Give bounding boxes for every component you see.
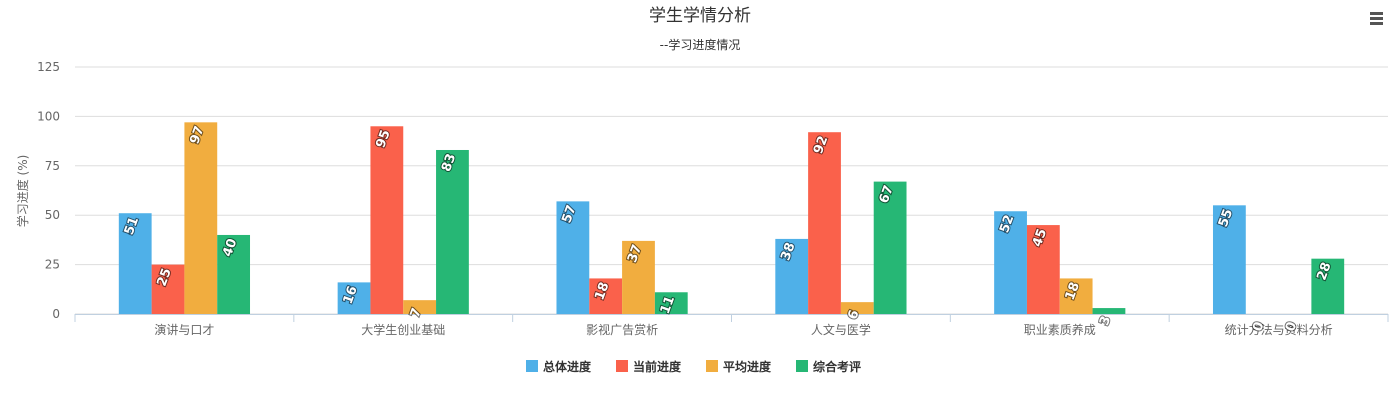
bar-series-group	[118, 122, 1345, 314]
legend-label: 总体进度	[543, 359, 592, 374]
y-tick-label: 0	[52, 307, 60, 321]
x-tick-label: 人文与医学	[811, 322, 871, 337]
data-label: 97	[187, 124, 207, 146]
data-label: 57	[559, 203, 579, 225]
data-label: 3	[1097, 314, 1114, 328]
data-label: 83	[439, 152, 459, 174]
bar[interactable]	[1092, 308, 1126, 314]
data-label: 40	[220, 237, 240, 259]
bar[interactable]	[118, 213, 152, 314]
x-tick-label: 大学生创业基础	[361, 322, 445, 337]
data-label: 16	[341, 284, 361, 306]
bar[interactable]	[370, 126, 404, 314]
bar[interactable]	[436, 149, 469, 314]
legend-item[interactable]: 平均进度	[706, 359, 772, 374]
legend-swatch	[706, 360, 718, 372]
data-label: 52	[997, 213, 1017, 235]
bar[interactable]	[184, 122, 218, 314]
x-tick-label: 职业素质养成	[1024, 322, 1096, 337]
legend-swatch	[796, 360, 808, 372]
x-tick-label: 影视广告赏析	[586, 322, 658, 337]
data-label: 51	[122, 215, 142, 237]
bar[interactable]	[403, 300, 437, 314]
bar[interactable]	[873, 181, 907, 314]
bar[interactable]	[556, 201, 590, 314]
legend-item[interactable]: 当前进度	[616, 359, 682, 374]
y-tick-label: 25	[45, 258, 60, 272]
data-label: 11	[658, 294, 678, 316]
data-label: 25	[155, 266, 175, 288]
data-label: 37	[625, 243, 645, 265]
bar[interactable]	[1212, 205, 1246, 314]
data-label: 38	[778, 241, 798, 263]
data-label: 18	[1063, 280, 1083, 302]
data-label: 67	[877, 183, 897, 205]
y-axis-title: 学习进度 (%)	[15, 155, 30, 228]
bar[interactable]	[775, 238, 809, 314]
bar[interactable]	[1059, 278, 1093, 314]
y-tick-label: 125	[37, 60, 60, 74]
bar[interactable]	[589, 278, 623, 314]
legend-label: 平均进度	[723, 359, 772, 374]
bar[interactable]	[840, 302, 874, 314]
chart-subtitle: --学习进度情况	[660, 37, 741, 52]
x-axis: 演讲与口才 大学生创业基础 影视广告赏析 人文与医学 职业素质养成 统计方法与资料分析	[74, 314, 1389, 337]
data-labels: 5125974016957835718371138926675245183550…	[121, 123, 1336, 335]
data-label: 18	[592, 280, 612, 302]
data-label: 95	[373, 128, 393, 150]
data-label: 45	[1030, 227, 1050, 249]
bar[interactable]	[622, 240, 655, 314]
y-axis: 0 25 50 75 100 125	[37, 60, 60, 321]
bar[interactable]	[1311, 258, 1345, 314]
y-tick-label: 50	[45, 208, 60, 222]
data-label: 28	[1314, 260, 1334, 282]
legend-label: 当前进度	[633, 359, 682, 374]
hamburger-menu-icon[interactable]	[1369, 11, 1385, 27]
bar[interactable]	[337, 282, 371, 314]
data-label: 92	[811, 134, 831, 156]
y-tick-label: 75	[45, 159, 60, 173]
legend-swatch	[526, 360, 538, 372]
gridlines	[75, 66, 1388, 315]
y-tick-label: 100	[37, 109, 60, 123]
bar[interactable]	[994, 211, 1027, 314]
legend: 总体进度 当前进度 平均进度 综合考评	[526, 359, 861, 374]
data-label: 55	[1216, 207, 1236, 229]
bar[interactable]	[654, 292, 688, 314]
legend-label: 综合考评	[813, 359, 861, 374]
bar[interactable]	[1026, 225, 1060, 314]
bar[interactable]	[151, 264, 185, 314]
chart-title: 学生学情分析	[649, 6, 751, 26]
x-tick-label: 统计方法与资料分析	[1225, 322, 1333, 337]
legend-swatch	[616, 360, 628, 372]
legend-item[interactable]: 总体进度	[526, 359, 592, 374]
x-tick-label: 演讲与口才	[154, 322, 214, 337]
bar[interactable]	[808, 132, 841, 314]
legend-item[interactable]: 综合考评	[796, 359, 861, 374]
bar[interactable]	[217, 234, 251, 314]
